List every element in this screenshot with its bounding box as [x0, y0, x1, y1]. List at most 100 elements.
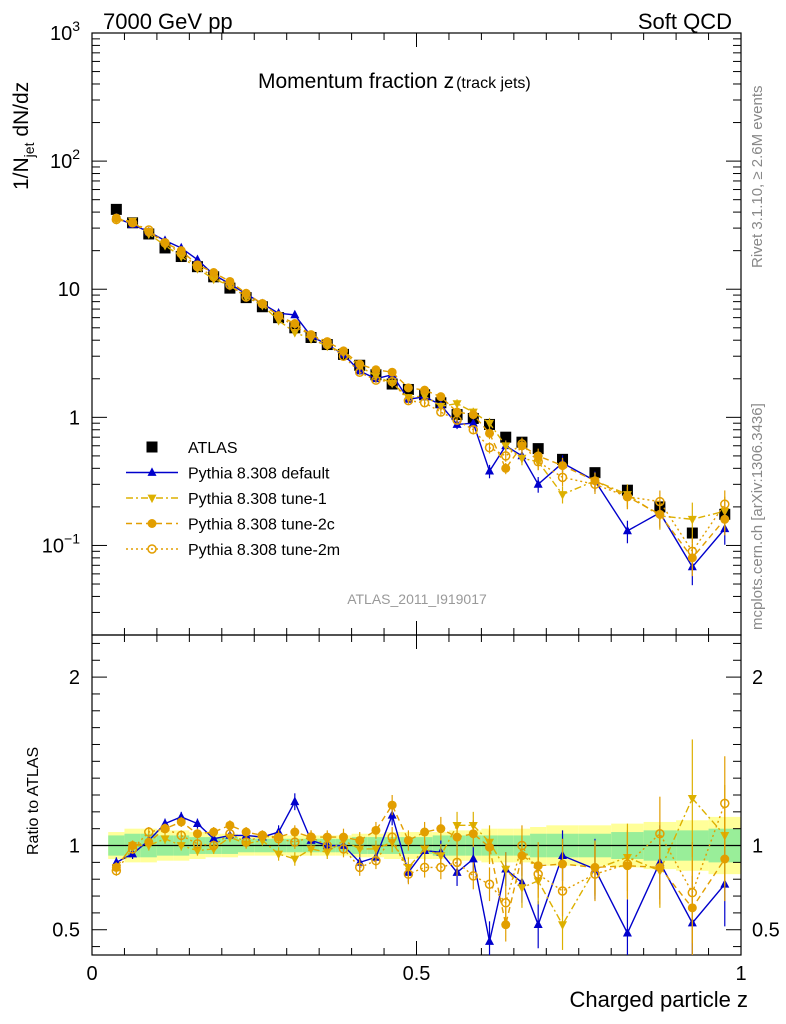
data-point: [485, 842, 495, 852]
data-point: [403, 835, 413, 845]
data-point: [517, 840, 527, 851]
data-point: [501, 920, 511, 930]
data-point: [720, 499, 730, 509]
data-point: [225, 280, 235, 290]
data-point: [290, 319, 300, 329]
legend-label: Pythia 8.308 tune-2c: [188, 517, 335, 534]
series-line: [116, 218, 726, 553]
data-point: [655, 828, 665, 839]
data-point: [420, 845, 430, 855]
ratio-y-axis-label: Ratio to ATLAS: [25, 747, 42, 855]
data-point: [110, 203, 122, 215]
data-point: [687, 887, 698, 898]
data-point: [176, 248, 186, 259]
data-point: [371, 855, 381, 866]
data-point: [622, 859, 633, 869]
y-tick-label-base: 10: [42, 535, 64, 557]
y-tick-label-base: 10: [50, 151, 72, 173]
data-point: [485, 936, 495, 945]
data-point: [419, 862, 430, 873]
ratio-series-line: [115, 797, 726, 927]
header-right: Soft QCD: [638, 9, 732, 34]
y-tick-label-exponent: −1: [64, 530, 80, 546]
data-point: [176, 246, 186, 256]
data-point: [322, 337, 332, 347]
mcplots-label: mcplots.cern.ch [arXiv:1306.3436]: [749, 403, 766, 630]
ratio-y-tick-label: 0.5: [52, 920, 80, 942]
chart-title-suffix: (track jets): [456, 75, 531, 92]
data-point: [192, 261, 203, 272]
y-tick-label-exponent: 2: [72, 146, 80, 162]
data-point: [290, 321, 300, 332]
y-tick-label-exponent: 3: [72, 18, 80, 34]
data-point: [338, 351, 349, 361]
y-tick-label: 10−1: [42, 530, 80, 557]
data-point: [355, 845, 365, 855]
data-point: [111, 214, 122, 225]
data-point: [622, 525, 632, 535]
data-point: [241, 827, 251, 837]
data-point: [387, 800, 397, 810]
data-point: [720, 798, 730, 809]
data-point: [452, 415, 462, 425]
data-point: [533, 869, 543, 879]
data-point: [306, 832, 316, 842]
y-tick-label: 103: [50, 18, 80, 45]
data-point: [622, 927, 632, 937]
data-point: [452, 400, 462, 409]
x-tick-label: 0.5: [403, 963, 431, 985]
data-point: [147, 519, 157, 528]
y-axis-label: 1/Njet dN/dz: [10, 82, 37, 190]
data-point: [387, 376, 397, 387]
data-point: [501, 442, 511, 451]
data-point: [257, 830, 268, 841]
data-point: [322, 339, 333, 350]
data-point: [144, 827, 154, 837]
data-point: [208, 272, 219, 282]
data-point: [484, 442, 495, 453]
ratio-y-tick-label: 1: [69, 836, 80, 858]
data-point: [144, 225, 154, 235]
data-point: [354, 862, 365, 873]
data-point: [500, 431, 512, 443]
legend-label: Pythia 8.308 tune-1: [188, 491, 327, 508]
legend-label: Pythia 8.308 default: [188, 466, 330, 483]
data-point: [322, 840, 333, 851]
y-tick-label: 10: [58, 279, 80, 301]
data-point: [290, 309, 300, 319]
data-point: [111, 866, 122, 876]
data-point: [160, 823, 170, 834]
data-point: [533, 919, 543, 929]
ratio-series-line: [115, 803, 726, 925]
data-point: [290, 827, 300, 837]
data-point: [176, 817, 186, 827]
data-point: [322, 848, 332, 858]
data-point: [371, 375, 381, 385]
header-left: 7000 GeV pp: [103, 9, 233, 34]
data-point: [273, 834, 284, 844]
data-point: [484, 879, 495, 890]
data-point: [355, 835, 365, 845]
ratio-y-tick-label-right: 1: [752, 836, 763, 858]
main-series: [110, 203, 731, 586]
data-point: [371, 372, 381, 382]
data-point: [468, 829, 478, 839]
ratio-series: [111, 739, 730, 955]
data-point: [209, 833, 219, 843]
data-point: [687, 546, 698, 557]
data-point: [225, 828, 235, 839]
data-point: [419, 397, 430, 408]
data-point: [720, 854, 730, 864]
data-point: [192, 829, 202, 839]
data-point: [557, 886, 568, 896]
data-point: [590, 479, 600, 490]
data-point: [208, 840, 219, 851]
data-point: [500, 451, 511, 461]
data-point: [517, 439, 527, 449]
data-point: [420, 392, 430, 402]
data-point: [144, 227, 154, 237]
data-point: [436, 862, 446, 873]
ratio-y-tick-label: 2: [69, 667, 80, 689]
data-point: [192, 818, 202, 828]
